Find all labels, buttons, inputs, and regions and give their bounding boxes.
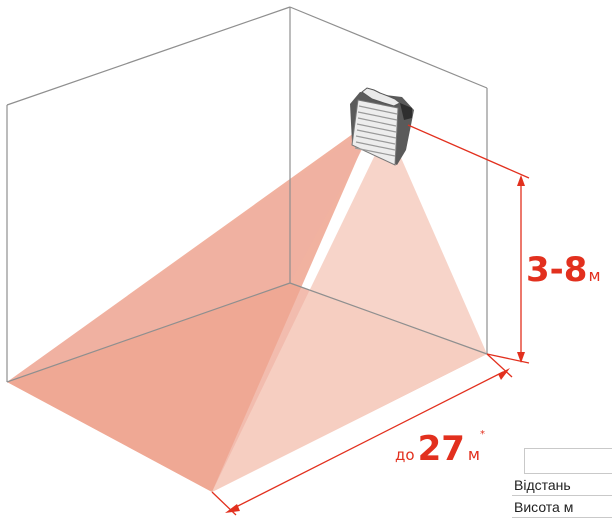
distance-prefix: до: [395, 446, 415, 464]
room-outline: [6, 6, 488, 383]
heat-cone-right: [212, 128, 487, 492]
height-unit: м: [588, 266, 601, 285]
heat-cone-back: [7, 120, 378, 382]
spec-table-row-distance: Відстань: [512, 474, 612, 496]
distance-footnote-mark: *: [479, 429, 485, 440]
distance-value: 27: [417, 429, 465, 469]
spec-table-row-height: Висота м: [512, 496, 612, 518]
distance-unit: м: [467, 445, 480, 464]
heater-icon: [350, 87, 414, 166]
height-range-label: 3-8м: [526, 253, 601, 287]
spec-table-header: [524, 448, 612, 474]
height-dimension: [407, 124, 530, 364]
distance-label: до27 м *: [395, 429, 485, 469]
spec-table: Відстань Висота м: [512, 448, 612, 518]
height-range-value: 3-8: [526, 250, 588, 290]
distance-dimension: [211, 353, 513, 516]
